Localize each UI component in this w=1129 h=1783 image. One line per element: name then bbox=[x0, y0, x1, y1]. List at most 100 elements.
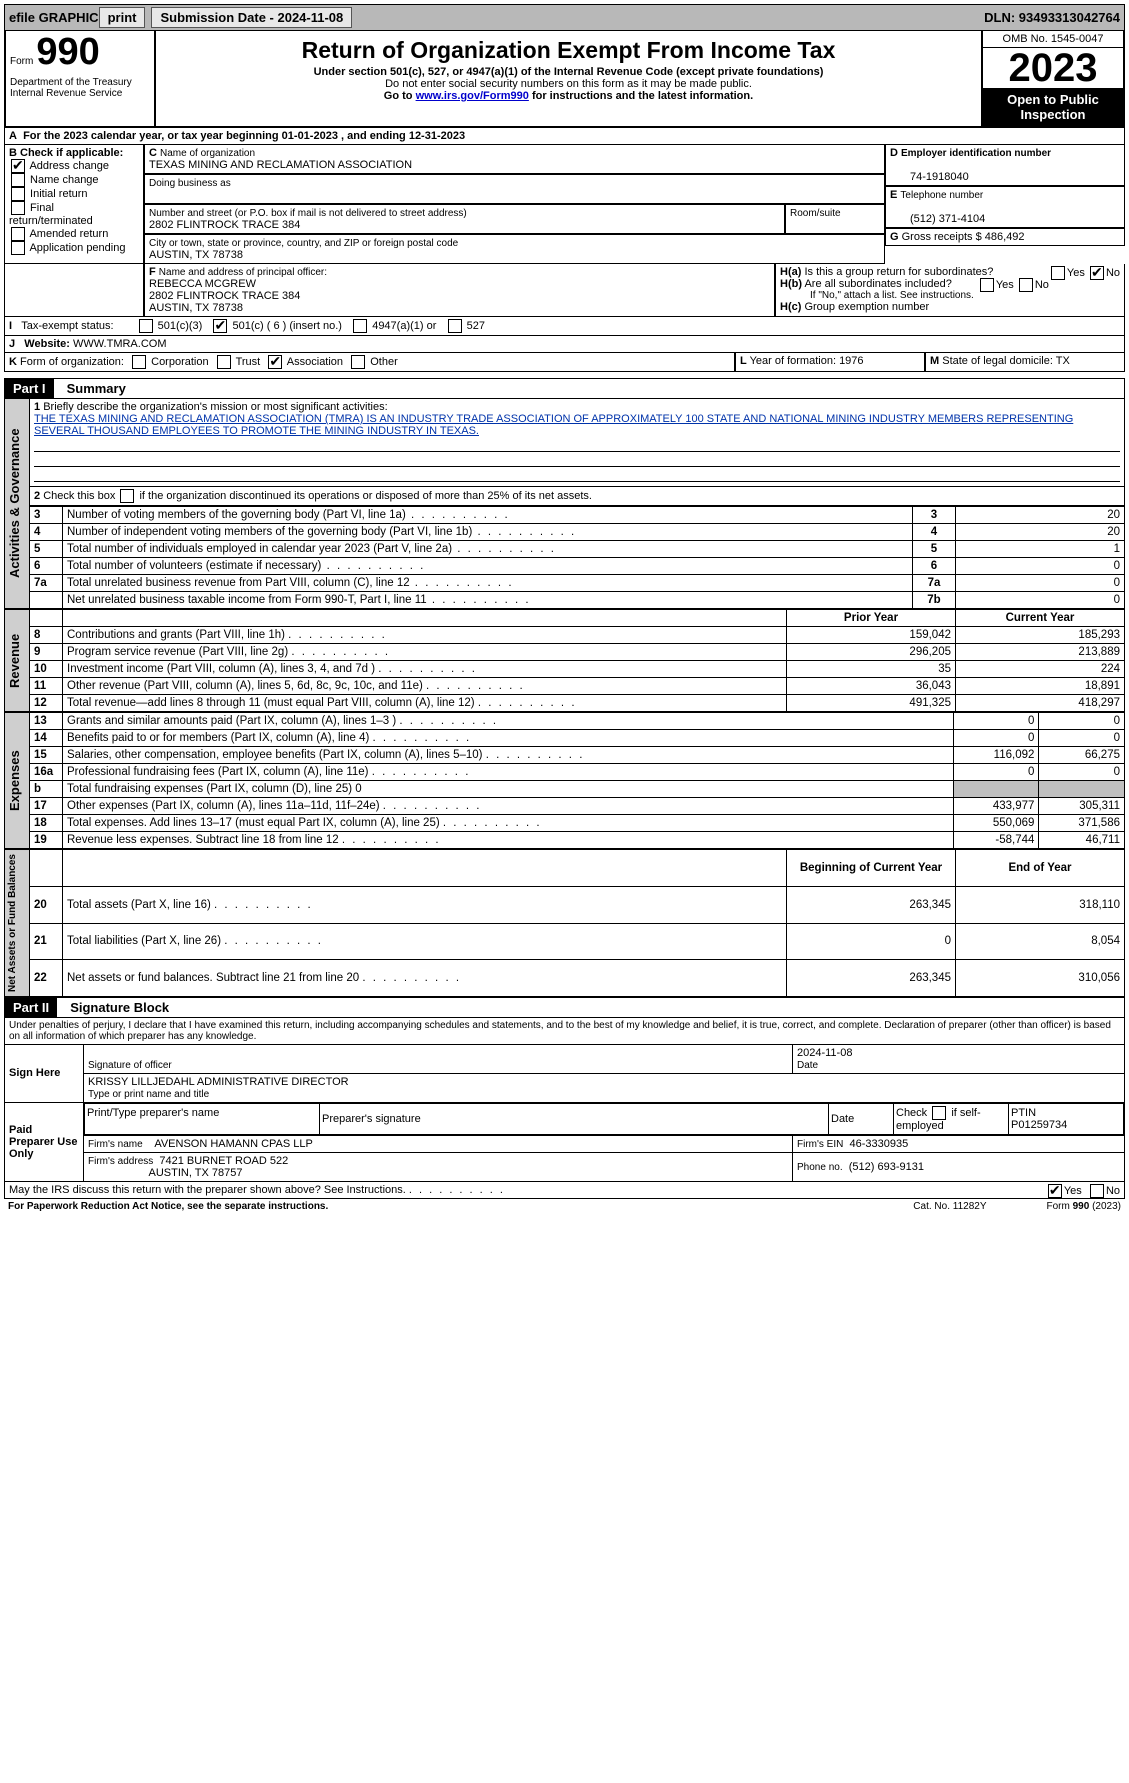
expense-lines: 13 Grants and similar amounts paid (Part… bbox=[30, 712, 1125, 849]
city-state-zip: AUSTIN, TX 78738 bbox=[149, 249, 243, 261]
b-option[interactable]: Amended return bbox=[9, 227, 139, 241]
ha-no[interactable] bbox=[1090, 266, 1104, 280]
b-option[interactable]: Name change bbox=[9, 173, 139, 187]
sig-officer-label: Signature of officer bbox=[88, 1060, 172, 1071]
table-row: 7a Total unrelated business revenue from… bbox=[30, 575, 1125, 592]
table-row: 14 Benefits paid to or for members (Part… bbox=[30, 730, 1125, 747]
hb-note: If "No," attach a list. See instructions… bbox=[780, 290, 1120, 301]
i-opt-1[interactable] bbox=[213, 319, 227, 333]
ptin-value: P01259734 bbox=[1011, 1119, 1067, 1131]
open-public: Open to Public Inspection bbox=[983, 88, 1123, 126]
officer-printed: KRISSY LILLJEDAHL ADMINISTRATIVE DIRECTO… bbox=[88, 1076, 349, 1088]
line-a: A For the 2023 calendar year, or tax yea… bbox=[4, 128, 1125, 145]
table-row: 16a Professional fundraising fees (Part … bbox=[30, 764, 1125, 781]
i-opt-3[interactable] bbox=[448, 319, 462, 333]
tax-status-label: Tax-exempt status: bbox=[21, 320, 113, 332]
i-opt-2[interactable] bbox=[353, 319, 367, 333]
vlabel-expenses: Expenses bbox=[4, 712, 30, 849]
gross-receipts: 486,492 bbox=[985, 231, 1025, 243]
discuss-yes[interactable] bbox=[1048, 1184, 1062, 1198]
irs-link[interactable]: www.irs.gov/Form990 bbox=[416, 90, 529, 102]
table-row: 18 Total expenses. Add lines 13–17 (must… bbox=[30, 815, 1125, 832]
firm-ein: 46-3330935 bbox=[849, 1138, 908, 1150]
pra-notice: For Paperwork Reduction Act Notice, see … bbox=[8, 1201, 328, 1212]
table-row: b Total fundraising expenses (Part IX, c… bbox=[30, 781, 1125, 798]
table-row: 21 Total liabilities (Part X, line 26) 0… bbox=[30, 923, 1125, 960]
footer-form: Form 990 (2023) bbox=[1047, 1201, 1122, 1212]
b-option[interactable]: Initial return bbox=[9, 187, 139, 201]
table-row: 19 Revenue less expenses. Subtract line … bbox=[30, 832, 1125, 849]
table-row: 12 Total revenue—add lines 8 through 11 … bbox=[30, 695, 1125, 712]
sign-here: Sign Here bbox=[5, 1045, 84, 1103]
type-name-label: Type or print name and title bbox=[88, 1089, 209, 1100]
perjury-text: Under penalties of perjury, I declare th… bbox=[4, 1017, 1125, 1044]
c-name-label: Name of organization bbox=[160, 148, 255, 159]
efile-label: efile GRAPHIC bbox=[9, 10, 99, 25]
discuss-text: May the IRS discuss this return with the… bbox=[9, 1184, 406, 1196]
print-button[interactable]: print bbox=[99, 7, 146, 28]
table-row: 11 Other revenue (Part VIII, column (A),… bbox=[30, 678, 1125, 695]
line-a-text: For the 2023 calendar year, or tax year … bbox=[23, 130, 465, 142]
officer-name: REBECCA MCGREW bbox=[149, 278, 256, 290]
firm-addr: 7421 BURNET ROAD 522 bbox=[159, 1155, 288, 1167]
netassets-lines: Beginning of Current Year End of Year 20… bbox=[30, 849, 1125, 997]
officer-addr1: 2802 FLINTROCK TRACE 384 bbox=[149, 290, 300, 302]
dept-treasury: Department of the Treasury bbox=[10, 77, 150, 88]
b-option[interactable]: Address change bbox=[9, 159, 139, 173]
org-name: TEXAS MINING AND RECLAMATION ASSOCIATION bbox=[149, 159, 412, 171]
state-domicile: TX bbox=[1056, 355, 1070, 367]
phone-value: (512) 371-4104 bbox=[890, 213, 985, 225]
firm-city: AUSTIN, TX 78757 bbox=[149, 1167, 243, 1179]
hb-label: Are all subordinates included? bbox=[804, 278, 951, 290]
mission-label: Briefly describe the organization's miss… bbox=[43, 401, 387, 413]
b-option[interactable]: Application pending bbox=[9, 241, 139, 255]
table-row: 5 Total number of individuals employed i… bbox=[30, 541, 1125, 558]
form-number: 990 bbox=[36, 31, 99, 73]
officer-addr2: AUSTIN, TX 78738 bbox=[149, 302, 243, 314]
gross-label: Gross receipts $ bbox=[902, 231, 982, 243]
table-row: 22 Net assets or fund balances. Subtract… bbox=[30, 960, 1125, 997]
line2-checkbox[interactable] bbox=[120, 489, 134, 503]
hc-label: Group exemption number bbox=[804, 301, 929, 313]
internal-revenue: Internal Revenue Service bbox=[10, 88, 150, 99]
tax-year: 2023 bbox=[983, 48, 1123, 88]
pp-name-label: Print/Type preparer's name bbox=[87, 1107, 219, 1119]
discuss-no[interactable] bbox=[1090, 1184, 1104, 1198]
k-opt-1[interactable] bbox=[217, 355, 231, 369]
k-opt-3[interactable] bbox=[351, 355, 365, 369]
vlabel-governance: Activities & Governance bbox=[4, 398, 30, 609]
paid-preparer: Paid Preparer Use Only bbox=[5, 1103, 84, 1182]
ha-yes[interactable] bbox=[1051, 266, 1065, 280]
table-row: 15 Salaries, other compensation, employe… bbox=[30, 747, 1125, 764]
k-opt-0[interactable] bbox=[132, 355, 146, 369]
ssn-note: Do not enter social security numbers on … bbox=[164, 78, 973, 90]
governance-lines: 3 Number of voting members of the govern… bbox=[30, 506, 1125, 609]
hb-no[interactable] bbox=[1019, 278, 1033, 292]
hb-yes[interactable] bbox=[980, 278, 994, 292]
line2-a: Check this box bbox=[43, 490, 115, 502]
entity-block: B Check if applicable: Address change Na… bbox=[4, 145, 1125, 264]
b-option[interactable]: Final return/terminated bbox=[9, 201, 139, 227]
table-row: 3 Number of voting members of the govern… bbox=[30, 507, 1125, 524]
k-opt-2[interactable] bbox=[268, 355, 282, 369]
table-row: 4 Number of independent voting members o… bbox=[30, 524, 1125, 541]
form-org-label: Form of organization: bbox=[20, 356, 124, 368]
i-opt-0[interactable] bbox=[139, 319, 153, 333]
part-i-title: Summary bbox=[57, 381, 126, 396]
ptin-label: PTIN bbox=[1011, 1107, 1036, 1119]
form-header: Form 990 Department of the Treasury Inte… bbox=[4, 31, 1125, 128]
mission-text: THE TEXAS MINING AND RECLAMATION ASSOCIA… bbox=[34, 413, 1073, 437]
phone-label: Telephone number bbox=[900, 190, 983, 201]
table-row: 17 Other expenses (Part IX, column (A), … bbox=[30, 798, 1125, 815]
ein-label: Employer identification number bbox=[901, 148, 1051, 159]
form-word: Form bbox=[10, 56, 33, 67]
page-title: Return of Organization Exempt From Incom… bbox=[164, 37, 973, 64]
goto-prefix: Go to bbox=[384, 90, 413, 102]
year-formation: 1976 bbox=[839, 355, 863, 367]
city-label: City or town, state or province, country… bbox=[149, 238, 458, 249]
self-employed-checkbox[interactable] bbox=[932, 1106, 946, 1120]
submission-date: Submission Date - 2024-11-08 bbox=[151, 7, 352, 28]
vlabel-revenue: Revenue bbox=[4, 609, 30, 712]
firm-phone: (512) 693-9131 bbox=[849, 1161, 924, 1173]
subtitle: Under section 501(c), 527, or 4947(a)(1)… bbox=[164, 66, 973, 78]
